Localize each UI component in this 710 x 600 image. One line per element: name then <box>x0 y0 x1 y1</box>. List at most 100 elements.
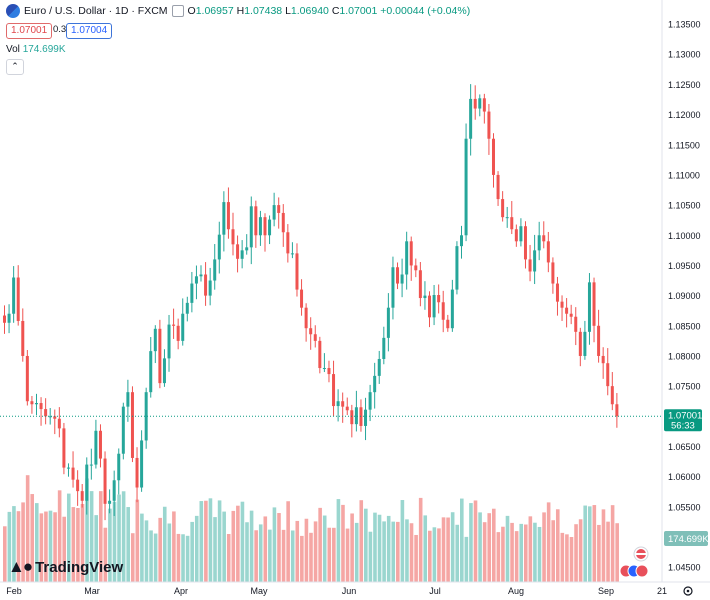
candle-body <box>309 328 313 335</box>
volume-bar <box>108 508 112 582</box>
volume-bar <box>222 511 226 582</box>
volume-bar <box>455 524 460 582</box>
volume-bar <box>386 515 391 582</box>
volume-bar <box>322 515 327 582</box>
volume-bar <box>140 513 144 582</box>
candle-body <box>491 138 495 175</box>
candle-body <box>226 202 230 230</box>
price-axis[interactable]: 1.13500 1.13000 1.12500 1.12000 1.11500 1.110… <box>668 20 701 573</box>
candle-body <box>135 457 139 488</box>
candle-body <box>336 401 340 407</box>
volume-bar <box>71 507 76 582</box>
buy-button[interactable]: 1.07004 <box>66 23 113 39</box>
candle-body <box>332 374 336 407</box>
candle-body <box>21 320 25 356</box>
visibility-toggle-icon[interactable] <box>171 5 184 17</box>
candle-body <box>208 280 212 296</box>
candle-body <box>181 313 185 341</box>
volume-bars <box>3 475 619 582</box>
candle-body <box>213 259 217 281</box>
volume-bar <box>400 500 405 582</box>
candle-body <box>578 331 582 356</box>
candle-body <box>478 98 482 109</box>
candle-body <box>71 467 75 480</box>
volume-bar <box>30 494 35 582</box>
volume-bar <box>57 490 62 582</box>
dividend-events-icon[interactable] <box>619 564 649 578</box>
volume-bar <box>469 503 473 582</box>
symbol-title[interactable]: Euro / U.S. Dollar · 1D · FXCM <box>24 5 168 17</box>
sell-button[interactable]: 1.07001 <box>6 23 53 39</box>
volume-bar <box>441 517 446 582</box>
volume-bar <box>487 513 492 582</box>
volume-bar <box>409 523 414 582</box>
volume-bar <box>482 522 487 582</box>
volume-bar <box>295 520 300 582</box>
volume-bar <box>313 521 318 582</box>
volume-bar <box>25 475 30 582</box>
price-tick-label: 1.13500 <box>668 20 701 30</box>
volume-bar <box>44 511 48 582</box>
settings-gear-icon[interactable] <box>683 586 693 596</box>
volume-bar <box>153 533 158 582</box>
tradingview-logo-icon: ▲● <box>8 557 33 576</box>
volume-bar <box>560 532 565 582</box>
candle-body <box>34 403 38 405</box>
candle-body <box>30 401 34 405</box>
candle-body <box>249 206 253 248</box>
time-tick-label: Jul <box>429 586 441 596</box>
candle-body <box>473 98 477 109</box>
candle-body <box>62 428 66 468</box>
time-tick-label: Aug <box>508 586 524 596</box>
volume-bar <box>414 534 418 582</box>
volume-bar <box>460 498 464 582</box>
volume-bar <box>473 500 478 582</box>
candle-body <box>53 416 57 419</box>
candle-body <box>364 409 368 426</box>
volume-bar <box>587 506 592 582</box>
event-flag-icon[interactable] <box>633 546 649 562</box>
candle-body <box>437 295 441 303</box>
candle-body <box>501 199 505 218</box>
candle-body <box>601 355 605 364</box>
candle-body <box>290 253 294 255</box>
candle-body <box>162 358 166 384</box>
volume-bar <box>533 522 537 582</box>
time-axis[interactable]: Feb Mar Apr May Jun Jul Aug Sep 21 <box>6 586 667 596</box>
price-tick-label: 1.06500 <box>668 442 701 452</box>
candle-body <box>574 316 578 332</box>
price-tick-label: 1.11000 <box>668 170 700 180</box>
candle-body <box>240 250 244 259</box>
volume-bar <box>318 507 322 582</box>
volume-bar <box>519 523 524 582</box>
candle-body <box>610 386 614 405</box>
candle-body <box>537 235 541 251</box>
volume-bar <box>428 530 432 582</box>
candle-body <box>103 458 107 504</box>
volume-bar <box>53 512 57 582</box>
price-tick-label: 1.08500 <box>668 321 701 331</box>
volume-bar <box>194 515 199 582</box>
volume-bar <box>158 517 162 582</box>
candle-body <box>117 453 121 481</box>
candle-body <box>190 283 194 303</box>
candle-body <box>350 410 354 425</box>
chevron-up-icon: ⌃ <box>11 61 19 71</box>
candle-body <box>523 226 527 260</box>
volume-bar <box>615 523 619 582</box>
volume-bar <box>66 493 71 582</box>
volume-bar <box>391 521 396 582</box>
tradingview-logo[interactable]: ▲● TradingView <box>8 557 123 577</box>
volume-bar <box>555 509 560 582</box>
candle-body <box>16 277 20 321</box>
countdown-text: 56:33 <box>671 420 695 431</box>
collapse-legend-button[interactable]: ⌃ <box>6 59 24 75</box>
price-tick-label: 1.04500 <box>668 563 701 573</box>
volume-bar <box>117 494 121 582</box>
volume-bar <box>85 478 89 582</box>
candle-body <box>592 282 596 326</box>
candle-body <box>510 217 514 230</box>
candle-body <box>245 247 249 251</box>
volume-bar <box>327 527 332 582</box>
